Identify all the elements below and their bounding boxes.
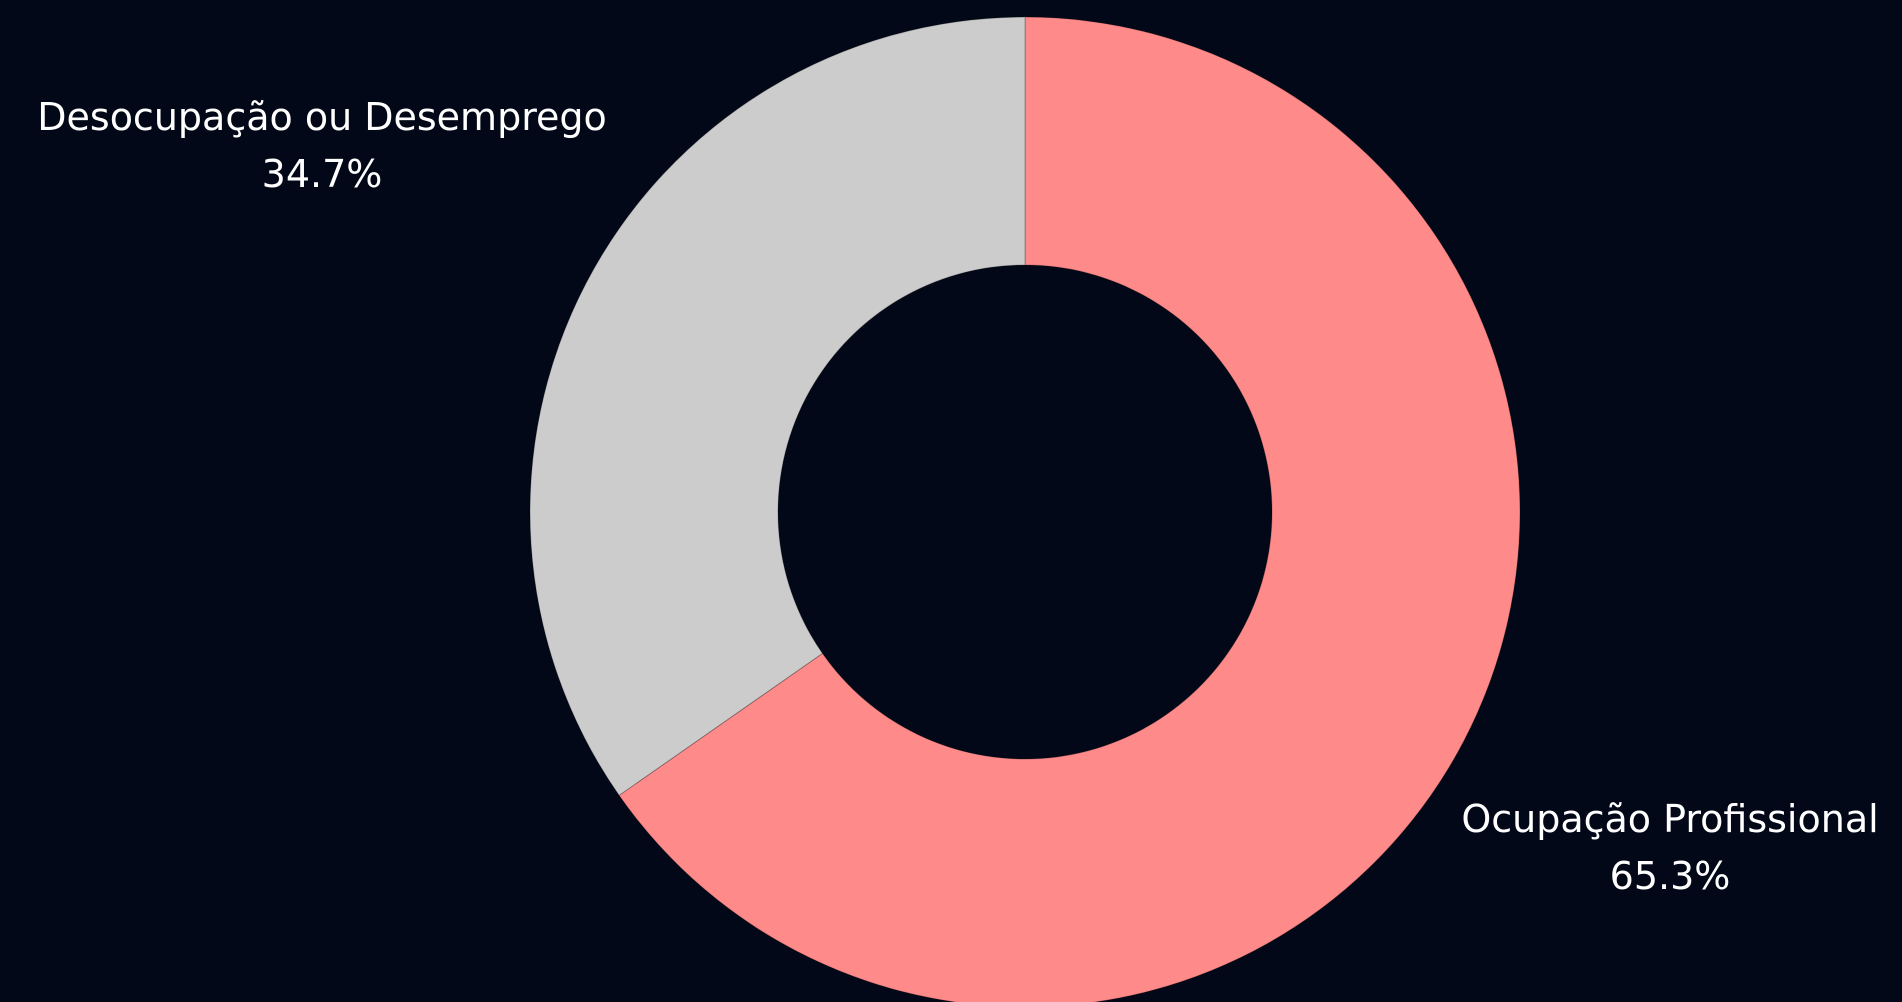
slice-value-label-0: 65.3% [1610,854,1731,898]
slice-labels: Ocupação Profissional 65.3% Desocupação ou… [37,95,1878,898]
slice-desocupacao-desemprego[interactable] [529,16,1026,797]
slice-ocupacao-profissional[interactable] [618,16,1521,1002]
donut-slices [529,16,1521,1002]
slice-value-label-1: 34.7% [262,152,383,196]
slice-label-1: Desocupação ou Desemprego [37,95,606,139]
slice-label-0: Ocupação Profissional [1461,797,1878,841]
